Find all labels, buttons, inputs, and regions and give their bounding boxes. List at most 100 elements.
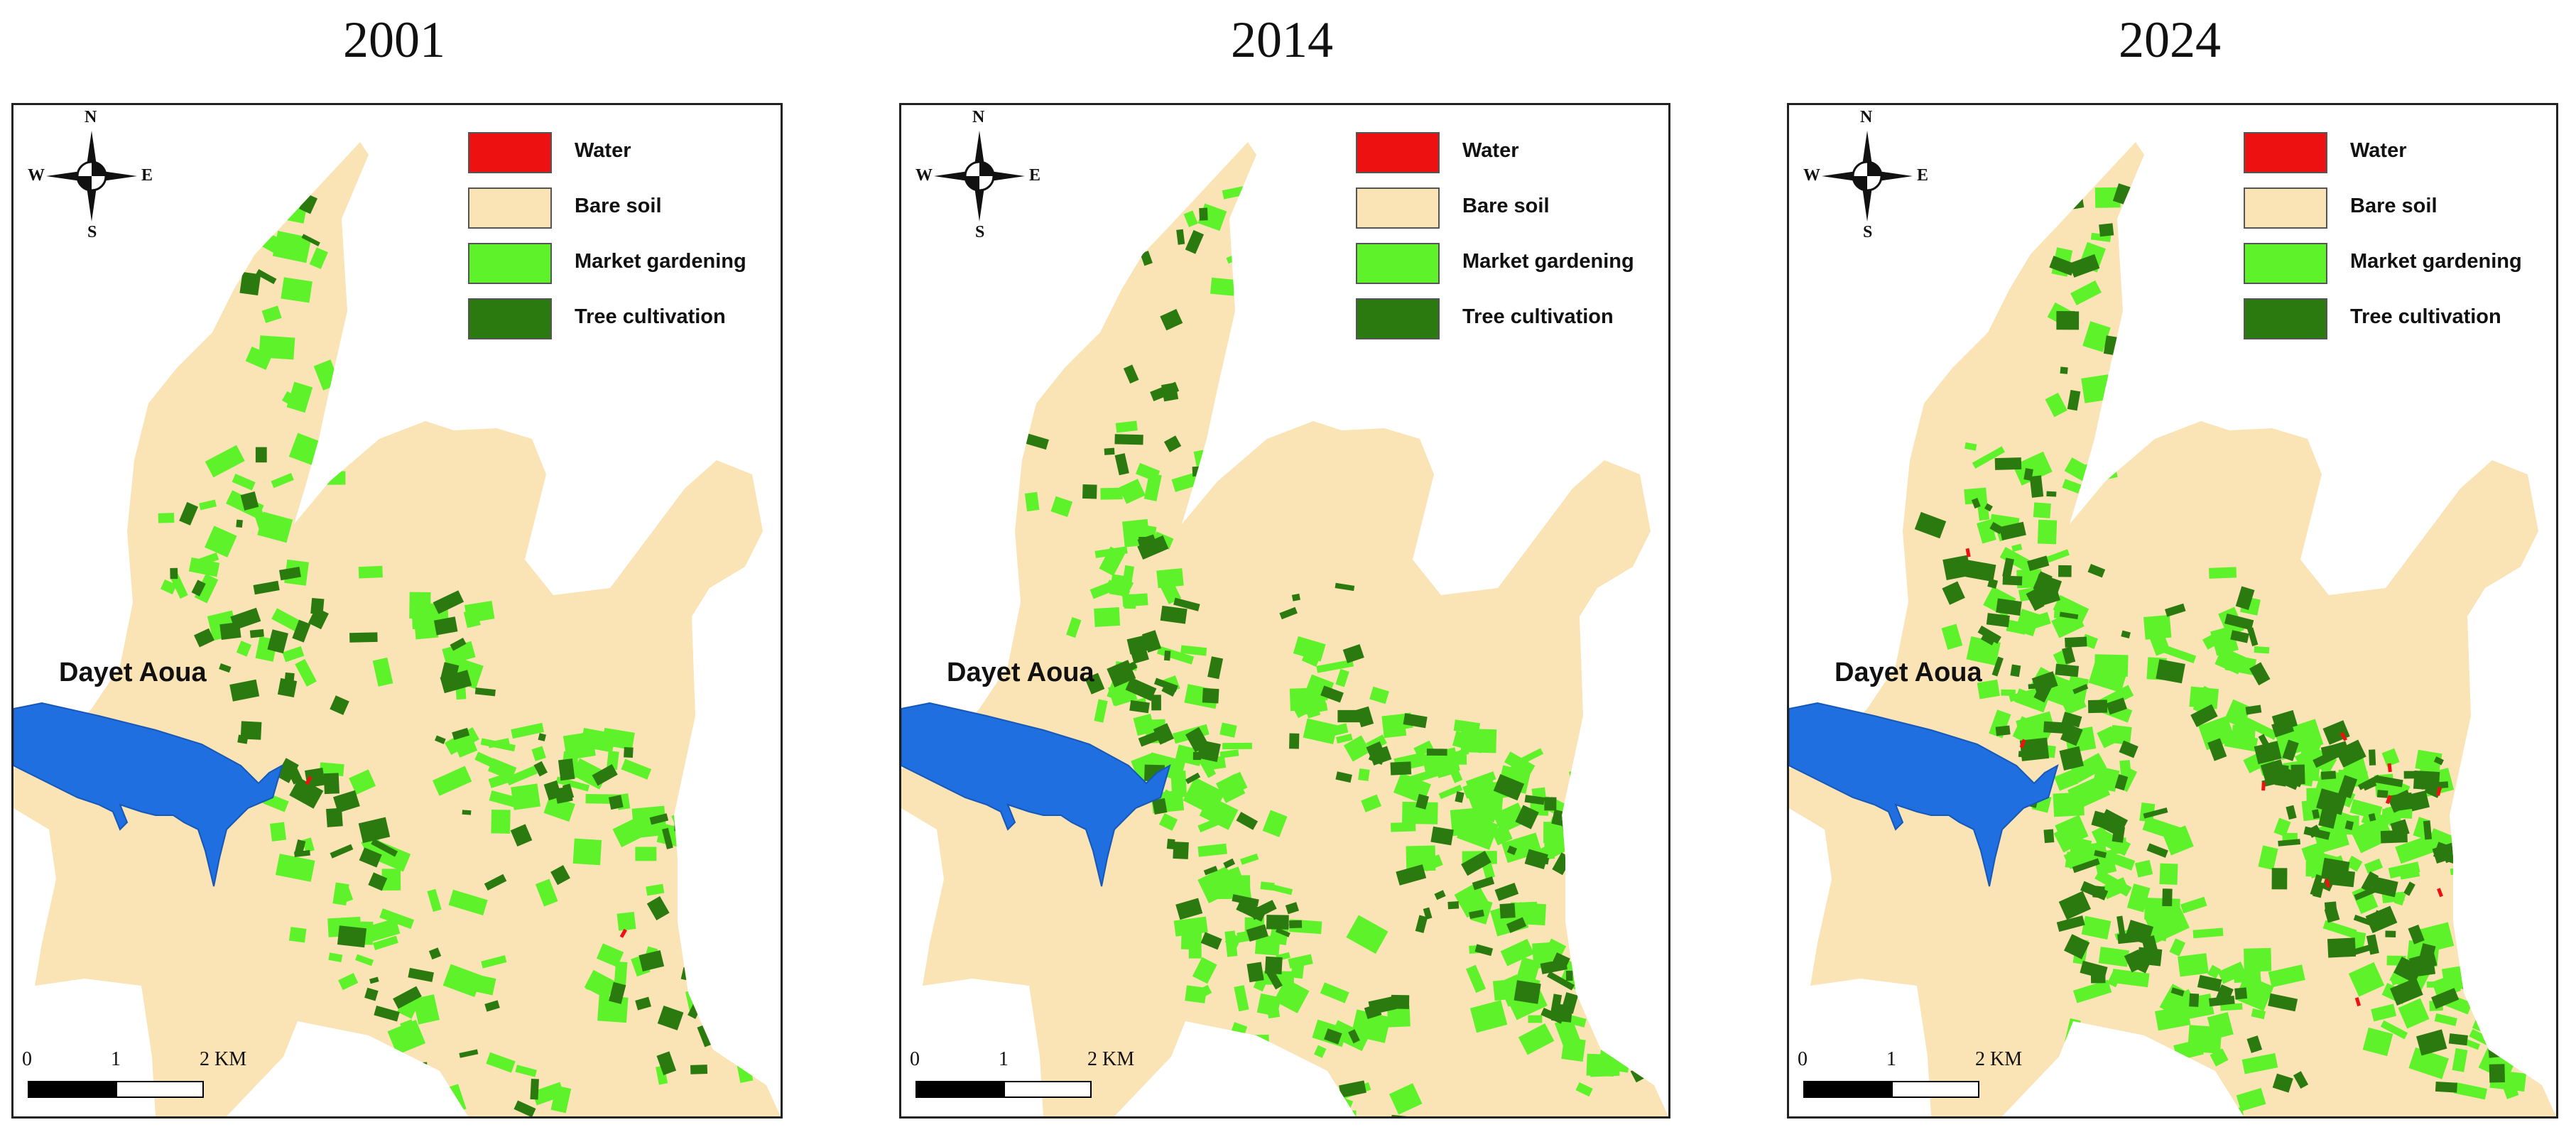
tree-cultivation-patch: [1977, 625, 2001, 644]
market-gardening-patch: [2145, 903, 2190, 944]
tree-cultivation-patch: [2272, 1073, 2293, 1093]
market-gardening-patch: [2395, 834, 2435, 864]
market-gardening-patch: [1320, 982, 1349, 1003]
legend-swatch: [2244, 298, 2327, 339]
tree-cultivation-patch: [2060, 366, 2068, 374]
tree-cultivation-patch: [2354, 886, 2379, 900]
market-gardening-patch: [2243, 717, 2278, 740]
market-gardening-patch: [511, 722, 544, 739]
market-gardening-patch: [531, 746, 546, 761]
tree-cultivation-patch: [2366, 934, 2379, 955]
tree-cultivation-patch: [608, 795, 624, 810]
tree-cultivation-patch: [510, 824, 533, 847]
tree-cultivation-patch: [674, 815, 681, 832]
market-gardening-patch: [766, 852, 781, 885]
market-gardening-patch: [2143, 614, 2172, 640]
market-gardening-patch: [1303, 718, 1338, 745]
tree-cultivation-patch: [746, 844, 759, 860]
tree-cultivation-patch: [1524, 849, 1548, 870]
market-gardening-patch: [612, 817, 645, 848]
tree-cultivation-patch: [1176, 229, 1185, 245]
tree-cultivation-patch: [2321, 870, 2338, 892]
tree-cultivation-patch: [2278, 839, 2300, 847]
compass-icon: [1822, 131, 1913, 222]
tree-cultivation-patch: [2320, 743, 2342, 756]
market-gardening-patch: [358, 565, 383, 579]
tree-cultivation-patch: [646, 896, 670, 920]
tree-cultivation-patch: [1324, 1028, 1342, 1045]
market-gardening-patch: [2081, 915, 2112, 940]
tree-cultivation-patch: [1984, 503, 1993, 512]
tree-cultivation-patch: [2018, 751, 2035, 758]
market-gardening-patch: [427, 888, 442, 913]
tree-cultivation-patch: [2373, 910, 2384, 923]
market-gardening-patch: [717, 839, 734, 863]
tree-cultivation-patch: [305, 768, 326, 788]
market-gardening-patch: [606, 751, 619, 771]
legend-label: Bare soil: [2350, 195, 2438, 217]
tree-cultivation-patch: [1447, 901, 1460, 910]
market-gardening-patch: [2232, 724, 2256, 743]
market-gardening-patch: [1964, 487, 1987, 505]
market-gardening-patch: [387, 1019, 426, 1055]
market-gardening-patch: [160, 579, 177, 594]
market-gardening-patch: [1314, 1045, 1327, 1058]
market-gardening-patch: [685, 825, 707, 844]
tree-cultivation-patch: [1506, 917, 1527, 933]
market-gardening-patch: [444, 727, 479, 755]
tree-cultivation-patch: [1493, 773, 1525, 801]
market-gardening-patch: [205, 445, 245, 478]
lake-dayet-aoua: [1789, 702, 2059, 887]
market-gardening-patch: [1343, 1110, 1357, 1116]
market-gardening-patch: [1119, 479, 1146, 504]
tree-cultivation-patch: [513, 1100, 536, 1116]
market-gardening-patch: [1941, 624, 1963, 651]
legend-label: Market gardening: [575, 250, 746, 273]
scale-tick-0: 0: [910, 1048, 920, 1070]
tree-cultivation-patch: [1200, 932, 1222, 950]
tree-cultivation-patch: [2513, 852, 2535, 876]
water-patch: [2385, 795, 2392, 805]
tree-cultivation-patch: [1469, 909, 1484, 919]
tree-cultivation-patch: [323, 773, 339, 795]
market-gardening-patch: [2053, 792, 2085, 817]
tree-cultivation-patch: [2119, 740, 2138, 758]
legend-label: Tree cultivation: [2350, 305, 2501, 328]
tree-cultivation-patch: [1540, 1008, 1565, 1024]
market-gardening-patch: [2209, 567, 2237, 579]
market-gardening-patch: [584, 969, 616, 1000]
tree-cultivation-patch: [1130, 646, 1149, 664]
market-gardening-patch: [2434, 1013, 2457, 1026]
tree-cultivation-patch: [1547, 971, 1575, 991]
market-gardening-patch: [1637, 832, 1658, 848]
tree-cultivation-patch: [2069, 254, 2100, 278]
tree-cultivation-patch: [1153, 677, 1178, 692]
scale-tick-0: 0: [1798, 1048, 1808, 1070]
tree-cultivation-patch: [2247, 627, 2259, 647]
tree-cultivation-patch: [1140, 251, 1153, 266]
tree-cultivation-patch: [1151, 695, 1161, 711]
tree-cultivation-patch: [194, 628, 214, 648]
market-gardening-patch: [2398, 998, 2430, 1029]
tree-cultivation-patch: [1141, 630, 1161, 653]
market-gardening-patch: [2502, 1082, 2519, 1099]
market-gardening-patch: [1567, 813, 1577, 822]
tree-cultivation-patch: [253, 580, 280, 595]
market-gardening-patch: [715, 1014, 739, 1037]
tree-cultivation-patch: [2541, 871, 2556, 892]
tree-cultivation-patch: [2320, 771, 2337, 780]
tree-cultivation-patch: [1415, 915, 1428, 933]
tree-cultivation-patch: [1472, 876, 1495, 891]
tree-cultivation-patch: [2483, 835, 2497, 844]
market-gardening-patch: [2033, 502, 2051, 518]
panel-year-title: 2001: [343, 11, 445, 68]
legend-label: Bare soil: [575, 195, 662, 217]
tree-cultivation-patch: [230, 607, 261, 631]
tree-cultivation-patch: [2059, 611, 2079, 619]
tree-cultivation-patch: [2065, 636, 2087, 648]
market-gardening-patch: [2363, 835, 2375, 847]
tree-cultivation-patch: [1265, 967, 1283, 990]
tree-cultivation-patch: [2099, 223, 2114, 237]
market-gardening-patch: [707, 1011, 741, 1038]
tree-cultivation-patch: [1320, 685, 1344, 703]
